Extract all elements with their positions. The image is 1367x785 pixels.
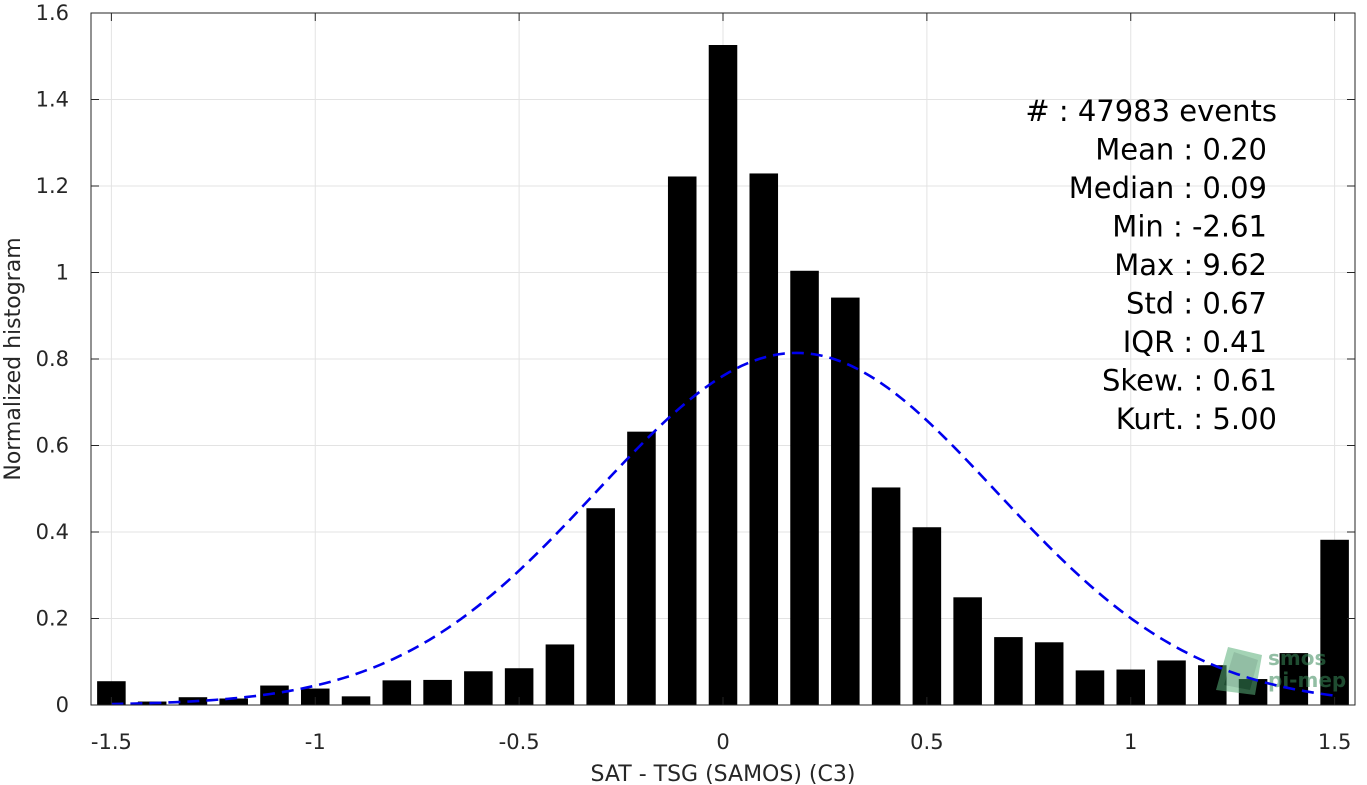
axis-ticks	[91, 12, 1355, 706]
watermark-line1: smos	[1268, 646, 1326, 670]
histogram-bar	[790, 270, 819, 705]
y-tick-label: 1.6	[36, 1, 69, 25]
smos-pi-mep-logo: smos pi-mep	[1216, 646, 1346, 695]
x-tick-label: -1	[305, 730, 326, 754]
histogram-bars	[97, 45, 1349, 706]
statistics-box: # : 47983 events Mean : 0.20 Median : 0.09…	[1025, 94, 1277, 436]
histogram-bar	[1279, 653, 1309, 705]
y-tick-label: 0	[56, 693, 69, 717]
x-tick-label: -0.5	[499, 730, 540, 754]
histogram-bar	[260, 685, 289, 705]
histogram-bar	[1320, 539, 1349, 705]
histogram-bar	[994, 637, 1023, 705]
histogram-bar	[627, 431, 656, 705]
histogram-bar	[586, 508, 615, 705]
x-tick-label: 1.5	[1318, 730, 1351, 754]
y-tick-label: 0.4	[36, 520, 69, 544]
watermark-line2: pi-mep	[1268, 668, 1346, 692]
histogram-bar	[382, 680, 412, 705]
y-tick-label: 1.2	[36, 174, 69, 198]
stat-line: # : 47983 events	[1025, 94, 1277, 128]
y-tick-label: 1.4	[36, 88, 69, 112]
y-axis-label: Normalized histogram	[1, 237, 26, 480]
x-tick-label: 1	[1124, 730, 1137, 754]
stat-line: Mean : 0.20	[1095, 133, 1267, 167]
stat-line: Min : -2.61	[1112, 210, 1267, 244]
histogram-bar	[667, 176, 697, 706]
y-tick-label: 0.6	[36, 434, 69, 458]
histogram-bar	[871, 487, 901, 705]
histogram-bar	[423, 679, 452, 705]
histogram-bar	[1157, 660, 1186, 705]
histogram-bar	[464, 671, 493, 705]
histogram-bar	[1034, 642, 1064, 705]
histogram-bar	[912, 527, 942, 705]
x-tick-label: 0.5	[910, 730, 943, 754]
stat-line: Std : 0.67	[1126, 287, 1267, 321]
x-tick-label: -1.5	[91, 730, 132, 754]
histogram-bar	[1075, 670, 1105, 705]
histogram-bar	[749, 173, 779, 705]
stat-line: Skew. : 0.61	[1102, 364, 1277, 398]
histogram-bar	[545, 644, 575, 705]
histogram-bar	[300, 688, 330, 705]
histogram-bar	[341, 696, 371, 705]
stat-line: Kurt. : 5.00	[1116, 402, 1277, 436]
tick-labels: -1.5 -1 -0.5 0 0.5 1 1.5 0 0.2 0.4 0.6 0.8 1 1.2 1.4 1.…	[36, 1, 1352, 754]
x-tick-label: 0	[716, 730, 729, 754]
histogram-bar	[953, 597, 982, 705]
stat-line: Max : 9.62	[1114, 248, 1267, 282]
stat-line: Median : 0.09	[1069, 171, 1267, 205]
gaussian-fit-curve	[111, 351, 1335, 706]
y-tick-label: 1	[56, 261, 69, 285]
logo-shape-2	[1224, 652, 1258, 690]
y-tick-label: 0.2	[36, 607, 69, 631]
x-axis-label: SAT - TSG (SAMOS) (C3)	[591, 762, 856, 785]
histogram-bar	[97, 681, 126, 705]
stat-line: IQR : 0.41	[1123, 325, 1267, 359]
histogram-bar	[219, 698, 248, 705]
histogram-bar	[831, 297, 860, 705]
y-tick-label: 0.8	[36, 347, 69, 371]
